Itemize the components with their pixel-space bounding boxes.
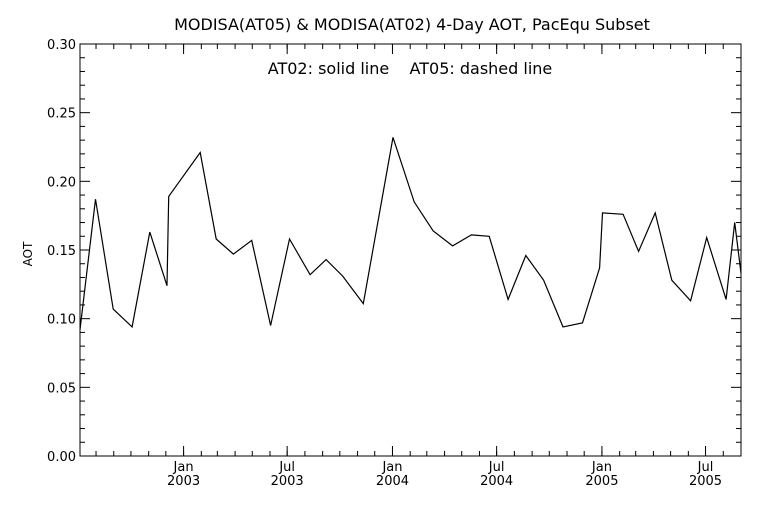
x-tick-label-year: 2003 — [167, 474, 200, 489]
chart-annotation: AT02: solid line AT05: dashed line — [268, 59, 553, 78]
x-tick-label-month: Jan — [591, 460, 612, 475]
plot-frame — [79, 43, 742, 457]
x-tick-label-month: Jul — [697, 460, 714, 475]
x-tick-label-month: Jan — [173, 460, 194, 475]
y-tick-label: 0.10 — [47, 313, 76, 328]
x-tick-label-year: 2004 — [376, 474, 409, 489]
x-tick-label-year: 2003 — [271, 474, 304, 489]
x-tick-label-month: Jan — [381, 460, 402, 475]
ticks-layer: 0.000.050.100.150.200.250.30Jan2003Jul20… — [47, 38, 742, 489]
y-tick-label: 0.30 — [47, 38, 76, 53]
x-tick-label-year: 2005 — [689, 474, 722, 489]
y-tick-label: 0.00 — [47, 450, 76, 465]
x-tick-label-month: Jul — [488, 460, 505, 475]
x-tick-label-year: 2004 — [480, 474, 513, 489]
y-tick-label: 0.20 — [47, 175, 76, 190]
x-tick-label-month: Jul — [278, 460, 295, 475]
y-tick-label: 0.25 — [47, 107, 76, 122]
y-axis-label: AOT — [21, 241, 35, 266]
y-tick-label: 0.15 — [47, 244, 76, 259]
series-line-at02 — [79, 137, 742, 330]
x-tick-label-year: 2005 — [585, 474, 618, 489]
series-layer — [79, 137, 742, 330]
y-tick-label: 0.05 — [47, 381, 76, 396]
chart-title: MODISA(AT05) & MODISA(AT02) 4-Day AOT, P… — [174, 15, 650, 34]
